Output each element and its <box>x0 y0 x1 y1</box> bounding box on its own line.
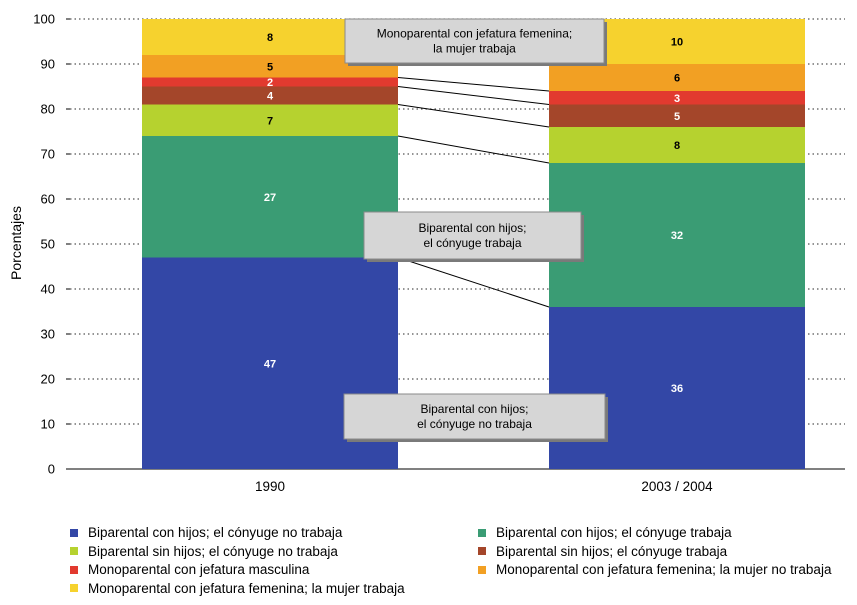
legend-swatch <box>478 547 486 555</box>
annotation-background <box>363 211 582 260</box>
bar-segment <box>549 91 805 105</box>
y-tick-label: 70 <box>41 147 55 162</box>
legend-item: Biparental con hijos; el cónyuge trabaja <box>478 525 732 540</box>
y-tick-label: 40 <box>41 282 55 297</box>
legend-item: Biparental sin hijos; el cónyuge no trab… <box>70 544 338 559</box>
legend-swatch <box>70 547 78 555</box>
connector-line <box>397 104 550 128</box>
annotation-box: Monoparental con jefatura femenina;la mu… <box>344 18 607 66</box>
y-axis-label: Porcentajes <box>8 206 24 280</box>
annotation-text: Biparental con hijos; <box>418 221 526 235</box>
bar-segment <box>549 64 805 91</box>
annotation-box: Biparental con hijos;el cónyuge no traba… <box>343 393 608 442</box>
legend-label: Monoparental con jefatura masculina <box>88 562 310 577</box>
data-label: 27 <box>264 192 276 204</box>
connector-line <box>397 86 550 105</box>
legend-swatch <box>70 528 78 537</box>
legend-label: Monoparental con jefatura femenina; la m… <box>88 580 405 596</box>
data-label: 7 <box>267 115 273 127</box>
data-label: 5 <box>267 61 273 73</box>
annotation-text: el cónyuge no trabaja <box>417 417 532 431</box>
annotation-background <box>343 393 606 440</box>
annotations: Monoparental con jefatura femenina;la mu… <box>343 18 608 442</box>
legend-label: Biparental sin hijos; el cónyuge no trab… <box>88 543 338 559</box>
connector-line <box>397 257 550 308</box>
bar-segment <box>142 86 398 105</box>
data-label: 8 <box>267 32 273 44</box>
legend-label: Biparental con hijos; el cónyuge trabaja <box>496 525 732 540</box>
y-tick-label: 90 <box>41 57 55 72</box>
data-label: 2 <box>267 77 273 89</box>
legend-label: Biparental con hijos; el cónyuge no trab… <box>88 525 343 540</box>
legend-item: Biparental sin hijos; el cónyuge trabaja <box>478 544 727 559</box>
annotation-background <box>344 18 605 64</box>
y-tick-label: 100 <box>33 12 55 27</box>
bar-segment <box>142 77 398 87</box>
annotation-box: Biparental con hijos;el cónyuge trabaja <box>363 211 584 262</box>
y-tick-label: 80 <box>41 102 55 117</box>
bar-segment <box>549 104 805 127</box>
y-tick-label: 30 <box>41 327 55 342</box>
legend-item: Biparental con hijos; el cónyuge no trab… <box>70 525 342 540</box>
legend-swatch <box>70 584 78 592</box>
bar-segment <box>549 163 805 307</box>
y-axis-ticks: 0 10 20 30 40 50 60 70 80 90 100 <box>33 12 70 477</box>
annotation-text: Biparental con hijos; <box>420 402 528 416</box>
data-label: 10 <box>671 37 683 49</box>
data-label: 47 <box>264 358 276 370</box>
legend-swatch <box>478 565 486 574</box>
annotation-text: el cónyuge trabaja <box>423 236 521 250</box>
annotation-text: Monoparental con jefatura femenina; <box>377 27 572 41</box>
data-label: 4 <box>267 91 274 103</box>
y-tick-label: 50 <box>41 237 55 252</box>
y-tick-label: 20 <box>41 372 55 387</box>
legend-label: Monoparental con jefatura femenina; la m… <box>496 562 832 577</box>
x-tick-label: 2003 / 2004 <box>641 479 713 494</box>
bar-segment <box>549 127 805 163</box>
legend-item: Monoparental con jefatura masculina <box>70 562 309 577</box>
data-label: 32 <box>671 230 683 242</box>
bar-segment <box>142 55 398 78</box>
connector-lines <box>397 54 550 308</box>
data-label: 3 <box>674 93 680 105</box>
x-axis-ticks: 1990 2003 / 2004 <box>255 479 713 494</box>
bar-segment <box>142 104 398 136</box>
connector-line <box>397 135 550 164</box>
legend-swatch <box>70 565 78 574</box>
data-label: 6 <box>674 73 680 85</box>
x-tick-label: 1990 <box>255 479 285 494</box>
data-label: 36 <box>671 383 683 395</box>
y-tick-label: 10 <box>41 417 55 432</box>
connector-line <box>397 77 550 92</box>
bar-segment <box>142 136 398 258</box>
data-label: 5 <box>674 111 680 123</box>
legend-swatch <box>478 528 486 537</box>
legend-label: Biparental sin hijos; el cónyuge trabaja <box>496 543 728 559</box>
legend-item: Monoparental con jefatura femenina; la m… <box>70 581 405 596</box>
legend-item: Monoparental con jefatura femenina; la m… <box>478 562 831 577</box>
annotation-text: la mujer trabaja <box>433 42 516 56</box>
data-label: 8 <box>674 140 680 152</box>
y-tick-label: 0 <box>48 462 55 477</box>
y-tick-label: 60 <box>41 192 55 207</box>
